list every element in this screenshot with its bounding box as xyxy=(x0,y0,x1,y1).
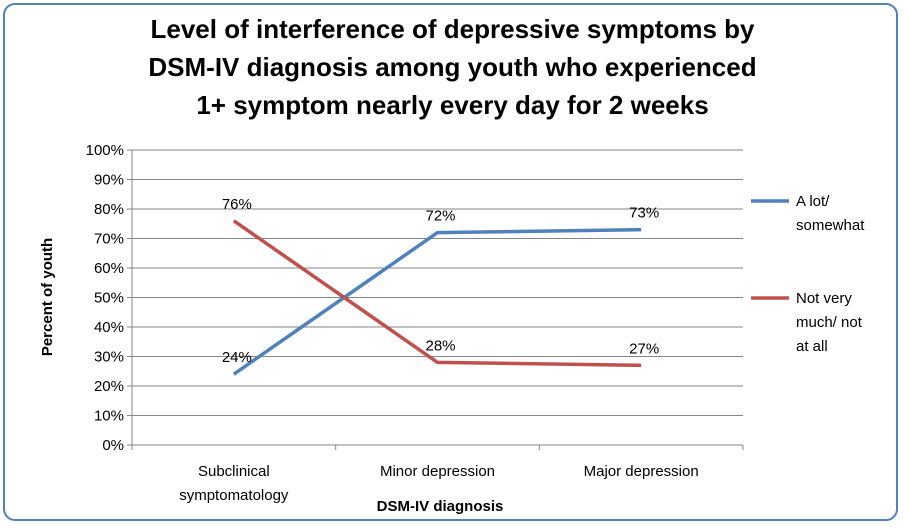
y-tick-label: 40% xyxy=(94,319,124,336)
y-tick-label: 0% xyxy=(102,437,124,454)
data-label: 72% xyxy=(425,208,455,225)
chart-title-line-2: DSM-IV diagnosis among youth who experie… xyxy=(148,52,757,82)
y-tick-label: 50% xyxy=(94,290,124,307)
y-tick-label: 80% xyxy=(94,201,124,218)
chart-frame xyxy=(3,3,898,521)
y-tick-label: 70% xyxy=(94,231,124,248)
data-label: 24% xyxy=(222,349,252,366)
x-axis-title: DSM-IV diagnosis xyxy=(377,498,504,515)
series-line-0 xyxy=(232,227,642,376)
y-tick-label: 100% xyxy=(86,142,124,159)
chart-title: Level of interference of depressive symp… xyxy=(0,10,905,124)
x-tick-label: Major depression xyxy=(584,463,699,480)
series-line-1 xyxy=(232,219,642,368)
data-label: 28% xyxy=(425,337,455,354)
chart-title-line-1: Level of interference of depressive symp… xyxy=(150,14,755,44)
data-label: 27% xyxy=(629,340,659,357)
legend-label-1: Not very much/ not at all xyxy=(796,290,863,355)
data-label: 73% xyxy=(629,205,659,222)
x-tick-label: Minor depression xyxy=(380,463,495,480)
x-tick-labels: Subclinical symptomatology Minor depressio… xyxy=(179,463,698,504)
data-labels: 24% 72% 73% 76% 28% 27% xyxy=(222,196,659,366)
y-tick-label: 10% xyxy=(94,408,124,425)
x-tick-label: Subclinical symptomatology xyxy=(179,463,289,504)
gridlines xyxy=(127,149,744,450)
series-lines xyxy=(232,219,642,376)
legend: A lot/somewhat Not very much/ not at all xyxy=(751,193,865,355)
y-tick-label: 30% xyxy=(94,349,124,366)
y-tick-labels: 0% 10% 20% 30% 40% 50% 60% 70% 80% 90% 100% xyxy=(86,142,124,454)
y-tick-label: 90% xyxy=(94,172,124,189)
y-tick-label: 60% xyxy=(94,260,124,277)
chart-title-line-3: 1+ symptom nearly every day for 2 weeks xyxy=(196,90,709,120)
data-label: 76% xyxy=(222,196,252,213)
y-axis-title: Percent of youth xyxy=(39,238,56,356)
y-tick-label: 20% xyxy=(94,378,124,395)
legend-label-0: A lot/somewhat xyxy=(796,193,865,234)
